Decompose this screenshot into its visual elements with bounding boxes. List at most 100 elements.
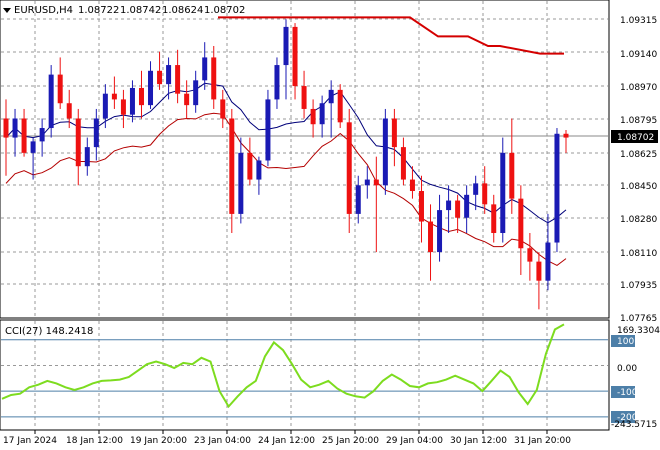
price-tick: 1.07935 bbox=[620, 281, 657, 291]
price-tick: 1.09315 bbox=[620, 16, 657, 26]
time-tick: 25 Jan 20:00 bbox=[322, 436, 379, 446]
candle-body bbox=[500, 152, 506, 233]
price-tick: 1.08110 bbox=[620, 249, 657, 259]
candle-body bbox=[391, 118, 397, 148]
candle-body bbox=[220, 99, 226, 119]
candle-body bbox=[409, 179, 415, 192]
low-value: 1.08624 bbox=[162, 5, 203, 16]
candle-body bbox=[355, 185, 361, 214]
candle-body bbox=[256, 160, 262, 180]
candle-body bbox=[57, 74, 63, 104]
time-tick: 24 Jan 12:00 bbox=[258, 436, 315, 446]
price-panel[interactable] bbox=[0, 0, 610, 319]
candle-body bbox=[66, 103, 72, 119]
candle-body bbox=[175, 65, 181, 94]
moving-average-bands bbox=[5, 82, 567, 266]
candle-body bbox=[111, 93, 117, 100]
candle-body bbox=[319, 103, 325, 125]
candle-body bbox=[120, 99, 126, 115]
candle-body bbox=[373, 179, 379, 186]
candle-body bbox=[148, 70, 154, 106]
price-tick: 1.08795 bbox=[620, 116, 657, 126]
price-tick: 1.07765 bbox=[620, 314, 657, 324]
candle-body bbox=[536, 261, 542, 281]
candle-body bbox=[518, 198, 524, 249]
candle-body bbox=[455, 200, 461, 218]
high-value: 1.08742 bbox=[120, 5, 161, 16]
candle-body bbox=[138, 87, 144, 106]
candle-body bbox=[93, 118, 99, 148]
candle-body bbox=[428, 221, 434, 253]
cci-tick: 169.3304 bbox=[617, 326, 660, 336]
candle-body bbox=[364, 179, 370, 186]
candle-body bbox=[337, 89, 343, 123]
cci-tick: 100 bbox=[617, 337, 634, 347]
candle-body bbox=[473, 183, 479, 195]
moving-average-low bbox=[5, 112, 567, 266]
candle-body bbox=[464, 194, 470, 218]
price-axis: 1.09315 1.09140 1.08970 1.08795 1.08625 … bbox=[620, 16, 657, 324]
candle-body bbox=[129, 87, 135, 115]
candle-body bbox=[229, 118, 235, 214]
price-tick: 1.09140 bbox=[620, 50, 657, 60]
candle-body bbox=[202, 57, 208, 81]
cci-line bbox=[1, 323, 565, 409]
candle-body bbox=[437, 210, 443, 253]
grid-lines bbox=[1, 1, 608, 434]
candle-body bbox=[346, 122, 352, 214]
time-tick: 19 Jan 20:00 bbox=[130, 436, 187, 446]
price-tick: 1.08970 bbox=[620, 83, 657, 93]
candle-body bbox=[509, 152, 515, 199]
resistance-step-line bbox=[218, 16, 564, 55]
moving-average-mid bbox=[5, 82, 567, 224]
candle-body bbox=[157, 70, 163, 85]
time-tick: 31 Jan 20:00 bbox=[514, 436, 571, 446]
candle-body bbox=[166, 65, 172, 85]
candle-body bbox=[292, 26, 298, 87]
price-tick: 1.08625 bbox=[620, 150, 657, 160]
candle-body bbox=[30, 141, 36, 153]
cci-indicator-line bbox=[1, 323, 565, 409]
candle-body bbox=[3, 118, 9, 138]
symbol-label: EURUSD,H4 bbox=[14, 5, 73, 16]
candle-body bbox=[310, 108, 316, 125]
time-axis: 17 Jan 2024 18 Jan 12:00 19 Jan 20:00 23… bbox=[3, 436, 571, 446]
candle-body bbox=[283, 26, 289, 66]
cci-level-tag bbox=[611, 386, 635, 398]
candle-body bbox=[446, 200, 452, 211]
time-tick: 17 Jan 2024 bbox=[3, 436, 57, 446]
cci-tick: 0.00 bbox=[617, 364, 637, 374]
candle-body bbox=[21, 118, 27, 153]
candle-body bbox=[482, 183, 488, 205]
candle-body bbox=[12, 118, 18, 138]
candle-body bbox=[400, 147, 406, 180]
price-tick: 1.08450 bbox=[620, 182, 657, 192]
candle-body bbox=[84, 147, 90, 167]
price-tick: 1.08280 bbox=[620, 215, 657, 225]
time-tick: 30 Jan 12:00 bbox=[450, 436, 507, 446]
cci-level-tag bbox=[611, 335, 635, 347]
candle-body bbox=[301, 86, 307, 109]
candle-body bbox=[545, 242, 551, 281]
open-value: 1.08722 bbox=[78, 5, 119, 16]
cci-tick: -243.5715 bbox=[611, 420, 657, 430]
candlesticks bbox=[3, 19, 569, 310]
candle-body bbox=[274, 65, 280, 100]
candle-body bbox=[184, 93, 190, 106]
candle-body bbox=[211, 57, 217, 100]
candle-body bbox=[491, 204, 497, 233]
cci-level-tag bbox=[611, 411, 635, 423]
candle-body bbox=[102, 93, 108, 119]
close-value: 1.08702 bbox=[204, 5, 245, 16]
time-tick: 18 Jan 12:00 bbox=[66, 436, 123, 446]
candle-body bbox=[238, 152, 244, 214]
candle-body bbox=[563, 133, 569, 138]
dropdown-arrow-icon[interactable] bbox=[3, 8, 11, 13]
current-price-label: 1.08702 bbox=[617, 133, 654, 143]
cci-title: CCI(27) 148.2418 bbox=[5, 326, 93, 337]
candle-body bbox=[247, 152, 253, 180]
candle-body bbox=[193, 80, 199, 106]
cci-tick: -100 bbox=[617, 388, 638, 398]
current-price-tag bbox=[611, 130, 658, 143]
